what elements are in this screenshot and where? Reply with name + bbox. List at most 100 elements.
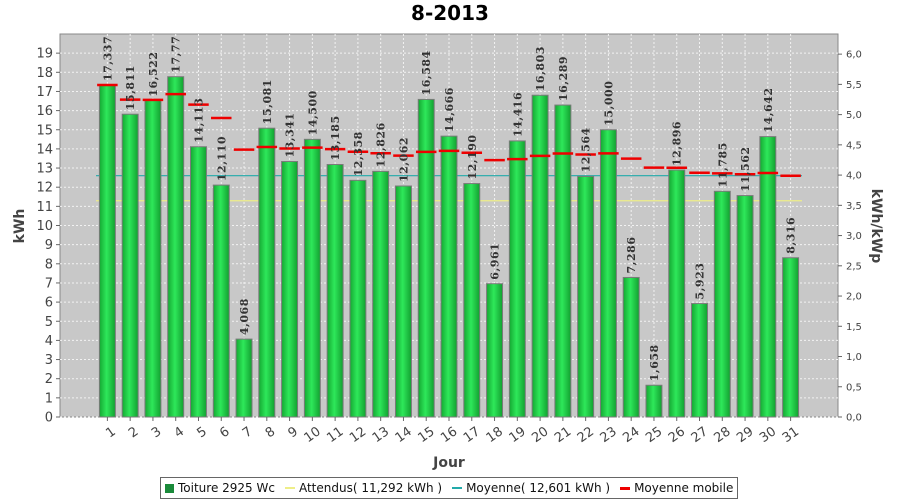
bar-day-13 (372, 170, 390, 418)
y-tick-label: 7 (45, 276, 53, 291)
bar-day-2 (121, 113, 139, 418)
x-tick-label: 13 (370, 424, 392, 446)
y2-tick-label: 2,0 (846, 292, 862, 303)
moving-average-series (97, 83, 801, 177)
legend-item-moving-average: Moyenne mobile (620, 481, 733, 495)
bar-day-26 (668, 169, 686, 418)
y2-tick-label: 1,5 (846, 322, 862, 333)
bar-label-day-5: 14,113 (192, 98, 205, 143)
legend-label-bars: Toiture 2925 Wc (178, 481, 275, 495)
bar-label-day-12: 12,358 (352, 131, 365, 176)
y2-tick-label: 6,0 (846, 50, 862, 61)
legend-swatch-bars (165, 483, 174, 493)
bar-label-day-27: 5,923 (694, 263, 707, 300)
y-tick-label: 0 (45, 411, 53, 426)
x-tick-label: 6 (217, 424, 232, 441)
bar-day-21 (554, 104, 572, 418)
y2-tick-label: 4,0 (846, 171, 862, 182)
y2-tick-label: 0,5 (846, 382, 862, 393)
y-tick-label: 18 (36, 66, 53, 81)
x-tick-label: 2 (126, 424, 141, 441)
x-tick-label: 7 (240, 424, 255, 441)
bar-label-day-3: 16,522 (147, 51, 160, 96)
y-tick-label: 3 (45, 353, 53, 368)
x-tick-label: 30 (757, 424, 779, 446)
y-tick-label: 1 (45, 391, 53, 406)
x-tick-label: 22 (575, 424, 597, 446)
bar-label-day-1: 17,337 (101, 36, 114, 81)
bar-label-day-8: 15,081 (261, 79, 274, 124)
bar-day-18 (486, 283, 504, 418)
bar-day-10 (303, 138, 321, 418)
legend-swatch-average (452, 487, 463, 489)
y-axis-right: 0,0 0,5 1,0 1,5 2,0 2,5 3,0 3,5 4,0 4,5 5,0 5,5 6,0 (838, 50, 862, 424)
bar-label-day-16: 14,666 (443, 87, 456, 132)
bar-day-5 (190, 146, 207, 418)
bar-label-day-7: 4,068 (238, 298, 251, 335)
bar-day-1 (98, 84, 116, 418)
bar-day-11 (326, 164, 344, 418)
x-tick-label: 14 (393, 424, 415, 446)
bar-day-22 (577, 175, 595, 418)
bar-label-day-28: 11,785 (716, 142, 729, 187)
y-tick-label: 2 (45, 372, 53, 387)
bar-day-15 (417, 98, 435, 418)
legend-item-expected: Attendus( 11,292 kWh ) (284, 481, 443, 495)
bar-day-9 (281, 161, 299, 418)
y2-tick-label: 5,5 (846, 80, 862, 91)
y-tick-label: 14 (36, 142, 53, 157)
y-tick-label: 11 (36, 200, 53, 215)
x-tick-label: 23 (598, 424, 620, 446)
bar-day-19 (508, 140, 526, 418)
y-tick-label: 19 (36, 47, 53, 62)
bar-day-4 (167, 76, 185, 418)
x-tick-label: 29 (734, 424, 756, 446)
bar-label-day-20: 16,803 (534, 46, 547, 91)
bar-day-3 (144, 100, 162, 418)
bar-day-16 (440, 135, 458, 418)
bar-day-20 (531, 94, 549, 418)
y-tick-label: 15 (36, 123, 53, 138)
bar-label-day-30: 14,642 (762, 87, 775, 132)
x-tick-label: 31 (780, 424, 802, 446)
x-tick-label: 27 (689, 424, 711, 446)
y2-tick-label: 1,0 (846, 352, 862, 363)
bar-label-day-24: 7,286 (625, 237, 638, 274)
bar-label-day-23: 15,000 (602, 81, 615, 126)
bar-label-day-29: 11,562 (739, 146, 752, 191)
x-tick-label: 8 (263, 424, 278, 441)
bar-day-12 (349, 179, 367, 418)
legend-label-moving-average: Moyenne mobile (634, 481, 734, 495)
x-tick-label: 28 (711, 424, 733, 446)
bar-day-29 (736, 195, 754, 418)
bar-day-30 (759, 136, 777, 418)
y2-tick-label: 4,5 (846, 140, 862, 151)
x-tick-label: 9 (286, 424, 301, 441)
legend-swatch-expected (284, 487, 295, 489)
x-tick-label: 10 (302, 424, 324, 446)
bar-day-8 (258, 127, 276, 418)
y-tick-label: 8 (45, 257, 53, 272)
y2-tick-label: 3,0 (846, 231, 862, 242)
y-tick-label: 6 (45, 296, 53, 311)
bar-label-day-2: 15,811 (124, 65, 137, 110)
y2-tick-label: 0,0 (846, 413, 862, 424)
x-tick-label: 1 (103, 424, 118, 441)
bar-day-23 (599, 129, 617, 418)
bar-day-25 (645, 384, 663, 418)
y2-tick-label: 5,0 (846, 110, 862, 121)
legend-label-expected: Attendus( 11,292 kWh ) (298, 481, 443, 495)
x-tick-label: 17 (461, 424, 483, 446)
bar-label-day-4: 17,77 (170, 36, 183, 73)
x-axis-label: Jour (432, 455, 465, 471)
y-tick-label: 4 (45, 334, 53, 349)
x-tick-label: 24 (620, 424, 642, 446)
y-tick-label: 5 (45, 315, 53, 330)
y2-axis-label: kWh/kWp (868, 189, 884, 264)
bar-label-day-15: 16,584 (420, 50, 433, 95)
y-tick-label: 13 (36, 162, 53, 177)
x-tick-label: 25 (643, 424, 665, 446)
bar-day-17 (463, 183, 481, 418)
bar-day-31 (782, 257, 800, 418)
